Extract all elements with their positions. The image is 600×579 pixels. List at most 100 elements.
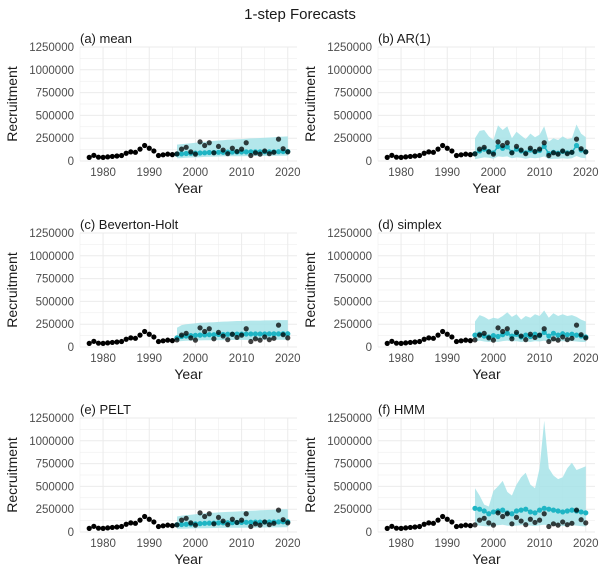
- observed-point: [560, 334, 566, 340]
- observed-point: [541, 326, 547, 332]
- observed-point: [137, 146, 143, 152]
- observed-point: [500, 513, 506, 520]
- y-axis-title: Recruitment: [4, 66, 20, 142]
- y-tick-label: 1250000: [29, 42, 74, 54]
- observed-point: [188, 520, 194, 526]
- y-tick-label: 250000: [36, 319, 74, 331]
- observed-point: [583, 335, 589, 341]
- observed-point: [109, 524, 115, 531]
- observed-point: [206, 326, 212, 332]
- forecast-point: [215, 520, 222, 526]
- forecast-point: [206, 520, 212, 526]
- observed-point: [280, 146, 286, 152]
- y-tick-label: 1250000: [327, 413, 372, 425]
- observed-point: [384, 340, 390, 346]
- y-tick-label: 250000: [334, 504, 372, 516]
- observed-point: [463, 522, 469, 528]
- observed-point: [412, 153, 418, 159]
- forecast-point: [541, 143, 547, 150]
- observed-point: [178, 517, 185, 523]
- forecast-point: [550, 330, 557, 336]
- observed-point: [146, 145, 152, 151]
- observed-point: [523, 522, 529, 528]
- forecast-point: [500, 507, 506, 513]
- forecast-point: [211, 332, 217, 338]
- observed-point: [262, 148, 268, 154]
- observed-point: [504, 326, 510, 332]
- observed-point: [532, 148, 538, 155]
- x-tick-label: 2000: [481, 353, 507, 365]
- forecast-point: [569, 507, 575, 513]
- observed-point: [234, 519, 240, 526]
- forecast-point: [523, 332, 529, 338]
- observed-point: [412, 524, 418, 530]
- observed-point: [252, 521, 259, 527]
- x-tick-label: 1990: [434, 538, 460, 550]
- x-tick-label: 2000: [481, 538, 507, 550]
- observed-point: [486, 520, 492, 526]
- observed-point: [393, 340, 400, 346]
- observed-point: [573, 322, 580, 328]
- y-tick-label: 1250000: [327, 42, 372, 54]
- x-tick-label: 1980: [90, 353, 116, 365]
- observed-point: [518, 518, 524, 524]
- observed-point: [192, 151, 199, 157]
- forecast-point: [518, 507, 524, 513]
- observed-point: [550, 521, 557, 527]
- observed-point: [137, 517, 143, 523]
- forecast-point: [564, 332, 570, 338]
- forecast-point: [504, 144, 510, 150]
- observed-point: [220, 333, 226, 339]
- observed-point: [206, 140, 212, 146]
- observed-point: [546, 152, 552, 159]
- observed-point: [114, 153, 120, 159]
- observed-point: [490, 151, 497, 157]
- observed-point: [486, 335, 492, 341]
- observed-point: [95, 525, 102, 531]
- y-tick-label: 1000000: [29, 251, 74, 263]
- forecast-point: [527, 509, 533, 515]
- forecast-point: [564, 508, 570, 514]
- observed-point: [389, 152, 395, 158]
- observed-point: [280, 332, 286, 338]
- observed-point: [527, 331, 533, 337]
- observed-point: [550, 150, 557, 156]
- observed-point: [449, 519, 455, 525]
- x-axis-title: Year: [174, 551, 203, 567]
- observed-point: [142, 513, 148, 520]
- observed-point: [114, 524, 120, 530]
- y-tick-label: 750000: [36, 274, 74, 286]
- observed-point: [160, 523, 166, 529]
- observed-point: [169, 152, 175, 158]
- forecast-point: [248, 331, 254, 337]
- observed-point: [523, 151, 529, 157]
- observed-point: [458, 152, 464, 158]
- forecast-point: [509, 511, 515, 517]
- y-tick-label: 500000: [334, 481, 372, 493]
- y-tick-label: 1250000: [327, 228, 372, 240]
- x-tick-label: 2010: [229, 353, 255, 365]
- observed-point: [280, 517, 286, 523]
- x-tick-label: 1980: [388, 538, 414, 550]
- observed-point: [532, 519, 538, 526]
- y-tick-label: 500000: [36, 481, 74, 493]
- observed-point: [100, 154, 106, 160]
- observed-point: [238, 517, 245, 523]
- observed-point: [444, 145, 450, 151]
- x-tick-label: 2020: [275, 353, 301, 365]
- observed-point: [229, 331, 235, 337]
- observed-point: [560, 148, 566, 154]
- observed-point: [178, 146, 185, 152]
- observed-point: [453, 152, 460, 159]
- forecast-point: [541, 505, 547, 511]
- x-tick-label: 2020: [275, 538, 301, 550]
- observed-point: [476, 332, 483, 338]
- observed-point: [197, 510, 203, 516]
- observed-point: [266, 151, 272, 157]
- forecast-point: [541, 329, 547, 336]
- y-tick-label: 250000: [334, 319, 372, 331]
- forecast-point: [252, 331, 259, 337]
- observed-point: [384, 154, 390, 160]
- y-tick-label: 0: [366, 156, 372, 168]
- forecast-point: [555, 332, 561, 338]
